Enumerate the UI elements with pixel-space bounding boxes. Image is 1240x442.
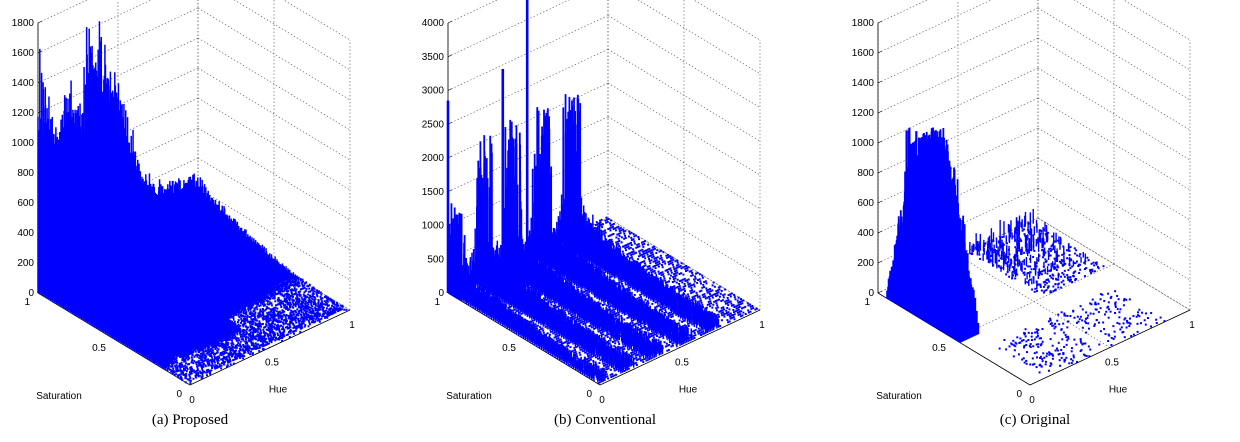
gridline-side-wall — [197, 187, 351, 281]
hue-tick-label: 0 — [189, 395, 195, 406]
saturation-tick-label: 0.5 — [92, 343, 106, 354]
saturation-tick-label: 0 — [176, 389, 182, 400]
hue-tick-label: 0.5 — [265, 358, 279, 369]
hue-axis-line — [189, 309, 351, 386]
histogram-3d-proposed: 02004006008001000120014001600180000.5100… — [12, 0, 355, 406]
hue-tick-label: 1 — [349, 320, 355, 331]
gridline-side-wall — [197, 127, 351, 221]
gridline-back-wall — [37, 0, 88, 24]
z-tick-label: 400 — [17, 228, 34, 239]
z-tick-label: 1800 — [12, 18, 35, 29]
z-tick-label: 0 — [28, 288, 34, 299]
z-tick-label: 1000 — [12, 138, 35, 149]
z-tick-mark — [37, 20, 43, 24]
z-tick-label: 200 — [17, 258, 34, 269]
gridline-side-wall — [197, 67, 351, 161]
z-tick-label: 1600 — [12, 48, 35, 59]
gridline-side-wall — [283, 0, 351, 41]
saturation-axis-label: Saturation — [36, 391, 82, 402]
z-tick-label: 800 — [17, 168, 34, 179]
gridline-back-wall — [37, 0, 152, 54]
z-tick-label: 1200 — [12, 108, 35, 119]
saturation-tick-label: 1 — [24, 297, 30, 308]
hue-axis-label: Hue — [269, 385, 288, 396]
panel-proposed: 0 200 400 600 800 1000 1200 1400 1600 1800 0 0.5 1 0 0… — [0, 0, 400, 410]
histogram-surface-proposed — [37, 21, 348, 385]
z-tick-label: 1400 — [12, 78, 35, 89]
z-tick-label: 600 — [17, 198, 34, 209]
gridline-side-wall — [233, 0, 351, 71]
